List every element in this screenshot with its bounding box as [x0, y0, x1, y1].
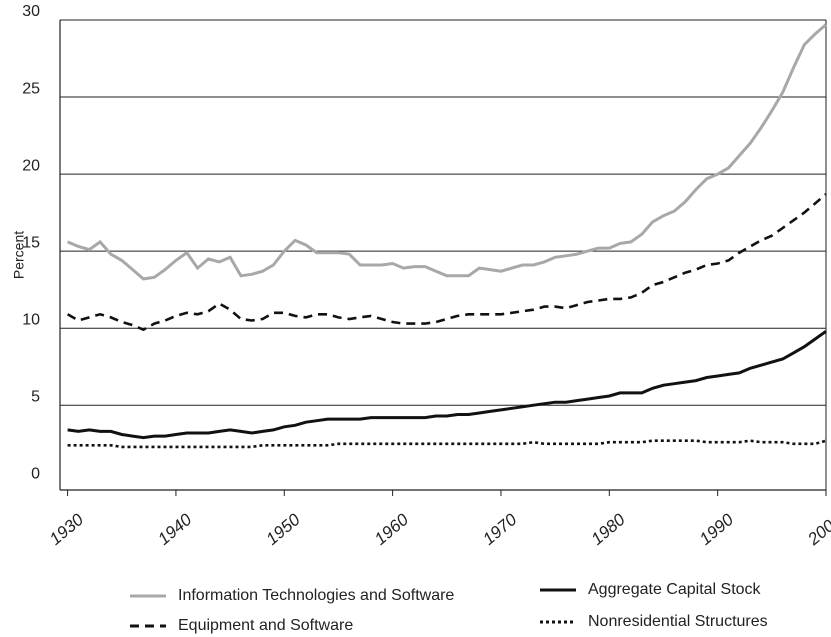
- series-line: [67, 23, 827, 281]
- legend-label: Information Technologies and Software: [178, 587, 454, 604]
- x-tick-label: 1940: [154, 510, 196, 549]
- y-tick-label: 0: [31, 466, 40, 483]
- y-tick-label: 20: [22, 157, 40, 174]
- x-tick-label: 1980: [588, 510, 630, 549]
- y-tick-label: 30: [22, 3, 40, 20]
- legend-label: Aggregate Capital Stock: [588, 581, 762, 598]
- series-line: [67, 439, 827, 449]
- legend-label: Nonresidential Structures: [588, 613, 768, 630]
- y-axis-label: Percent: [11, 231, 27, 279]
- x-tick-label: 1970: [479, 510, 521, 549]
- series-line: [66, 193, 827, 332]
- y-tick-label: 15: [22, 234, 40, 251]
- x-tick-label: 1990: [696, 510, 738, 549]
- y-tick-label: 10: [22, 311, 40, 328]
- x-tick-label: 1950: [263, 510, 305, 549]
- y-tick-label: 25: [22, 80, 40, 97]
- series-line: [67, 330, 827, 440]
- legend-label: Equipment and Software: [178, 617, 353, 634]
- x-tick-label: 2000: [803, 510, 831, 550]
- x-tick-label: 1930: [46, 510, 88, 549]
- y-tick-label: 5: [31, 388, 40, 405]
- x-tick-label: 1960: [371, 510, 413, 549]
